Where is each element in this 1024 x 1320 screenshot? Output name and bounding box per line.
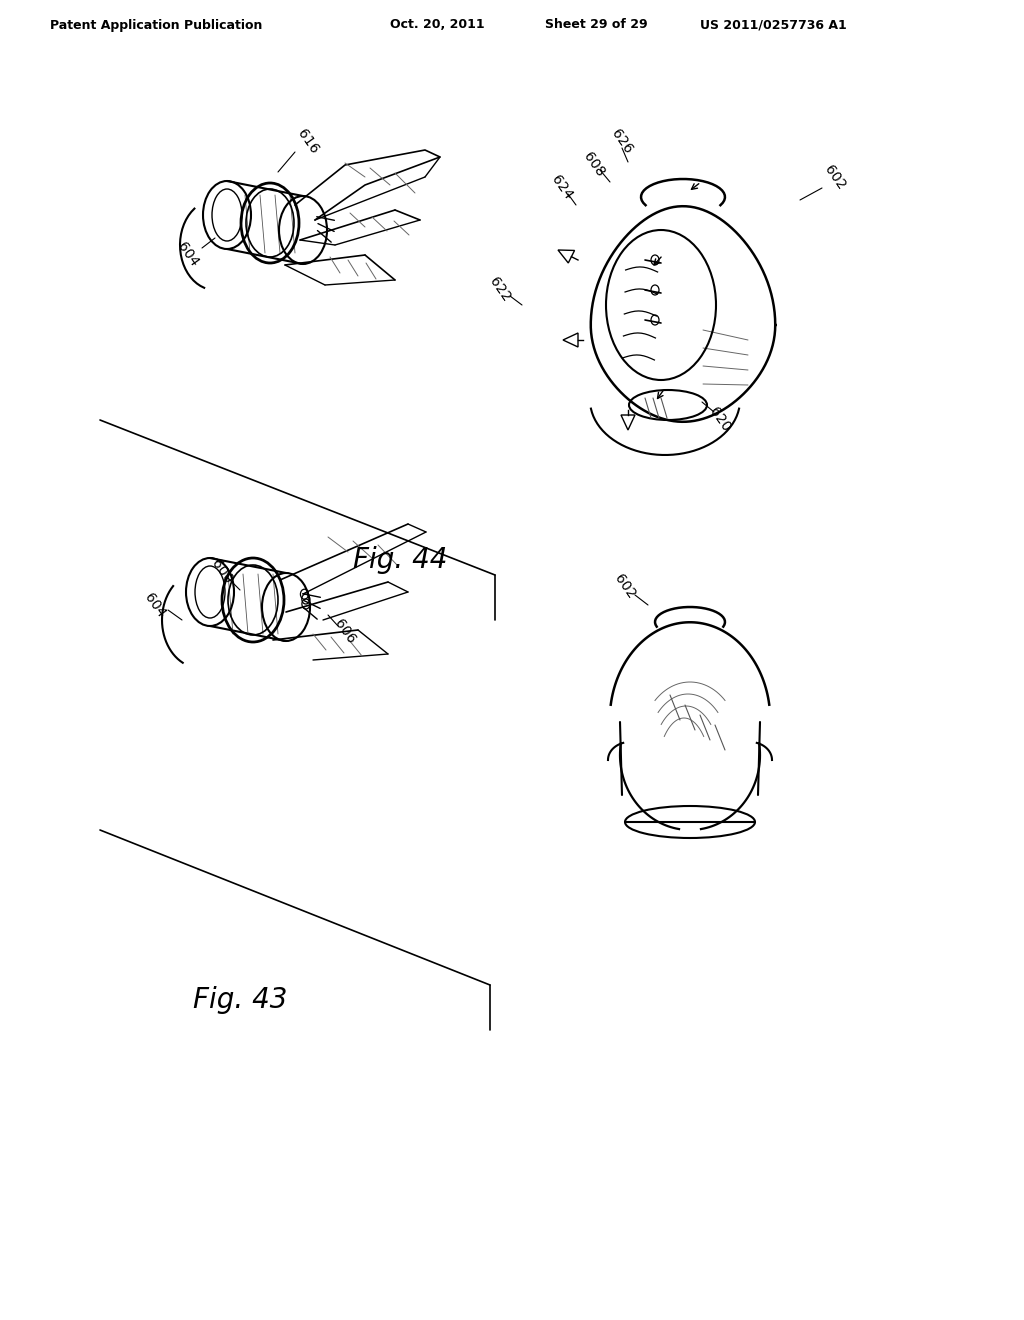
Text: 602: 602 <box>611 572 638 602</box>
Text: Fig. 43: Fig. 43 <box>193 986 287 1014</box>
Text: 626: 626 <box>608 127 635 157</box>
Text: Sheet 29 of 29: Sheet 29 of 29 <box>545 18 647 32</box>
Text: 616: 616 <box>295 127 322 157</box>
Text: Fig. 44: Fig. 44 <box>353 546 447 574</box>
Text: 624: 624 <box>549 173 575 203</box>
Text: US 2011/0257736 A1: US 2011/0257736 A1 <box>700 18 847 32</box>
Text: 622: 622 <box>486 275 513 305</box>
Text: 604: 604 <box>175 240 202 269</box>
Text: 606: 606 <box>332 618 358 647</box>
Text: 600: 600 <box>209 557 236 587</box>
Text: Oct. 20, 2011: Oct. 20, 2011 <box>390 18 484 32</box>
Text: 602: 602 <box>821 164 848 193</box>
Text: 620: 620 <box>707 405 733 434</box>
Text: 604: 604 <box>141 591 168 620</box>
Text: Patent Application Publication: Patent Application Publication <box>50 18 262 32</box>
Text: 608: 608 <box>581 150 607 180</box>
